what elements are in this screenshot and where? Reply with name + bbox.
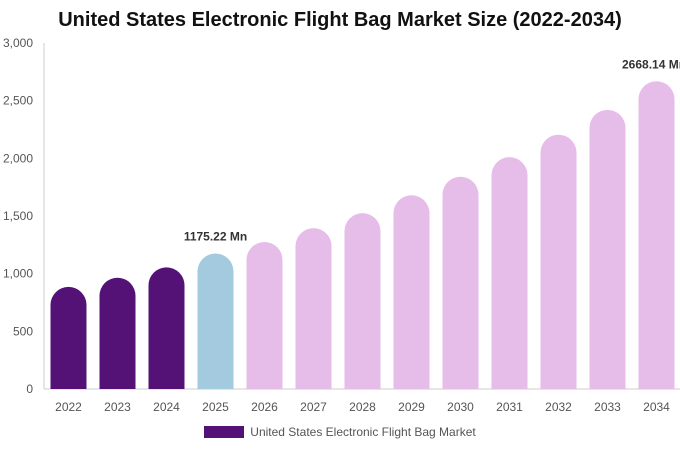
x-tick-label: 2034 xyxy=(643,400,670,414)
chart-title: United States Electronic Flight Bag Mark… xyxy=(58,9,622,31)
y-tick-label: 500 xyxy=(13,324,33,338)
x-tick-label: 2026 xyxy=(251,400,278,414)
bar xyxy=(246,241,283,389)
bar xyxy=(344,213,381,389)
x-tick-label: 2025 xyxy=(202,400,229,414)
bar xyxy=(491,157,528,389)
data-label: 2668.14 Mn xyxy=(622,57,680,71)
x-tick-label: 2030 xyxy=(447,400,474,414)
x-tick-label: 2029 xyxy=(398,400,425,414)
bar xyxy=(442,176,479,389)
bar xyxy=(197,253,234,389)
x-tick-label: 2031 xyxy=(496,400,523,414)
x-tick-label: 2032 xyxy=(545,400,572,414)
bar xyxy=(638,81,675,389)
bar xyxy=(148,267,185,389)
legend-label: United States Electronic Flight Bag Mark… xyxy=(250,425,476,439)
y-tick-label: 2,500 xyxy=(3,94,33,108)
bar xyxy=(393,195,430,389)
bar xyxy=(295,228,332,389)
y-tick-label: 1,000 xyxy=(3,267,33,281)
legend: United States Electronic Flight Bag Mark… xyxy=(0,425,680,439)
x-tick-label: 2022 xyxy=(55,400,82,414)
bar xyxy=(540,134,577,389)
legend-swatch xyxy=(204,426,245,438)
y-tick-label: 1,500 xyxy=(3,209,33,223)
bar xyxy=(99,277,136,389)
x-tick-label: 2028 xyxy=(349,400,376,414)
bar xyxy=(589,109,626,389)
y-tick-label: 2,000 xyxy=(3,151,33,165)
x-tick-label: 2033 xyxy=(594,400,621,414)
y-tick-label: 3,000 xyxy=(3,36,33,50)
x-tick-label: 2027 xyxy=(300,400,327,414)
x-tick-label: 2024 xyxy=(153,400,180,414)
y-tick-label: 0 xyxy=(26,382,33,396)
data-label: 1175.22 Mn xyxy=(184,229,247,243)
bar xyxy=(50,286,87,389)
x-tick-label: 2023 xyxy=(104,400,131,414)
